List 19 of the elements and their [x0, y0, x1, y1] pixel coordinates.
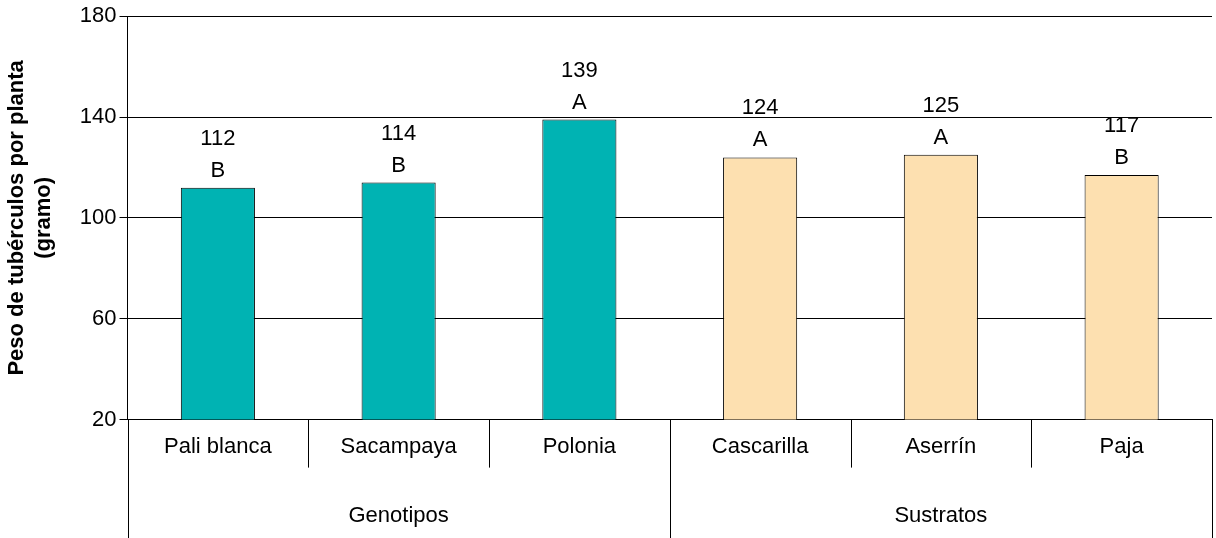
x-tick-label: Sacampaya — [340, 432, 458, 458]
x-tick-label: Pali blanca — [164, 432, 273, 458]
x-tick-label: Polonia — [542, 432, 617, 458]
y-axis-title: Peso de tubérculos por planta (gramo) — [3, 59, 55, 376]
data-label: 114 B — [381, 119, 417, 177]
y-tick-label: 140 — [79, 103, 117, 129]
text: Genotipos — [348, 501, 449, 527]
x-tick-label: Cascarilla — [711, 432, 810, 458]
y-tick-label: 100 — [79, 203, 117, 229]
text: Sustratos — [894, 501, 988, 527]
y-tick-label: 180 — [79, 2, 117, 28]
data-label: 125 A — [922, 91, 960, 149]
data-label: 139 A — [561, 56, 598, 114]
data-label: 112 B — [200, 124, 236, 182]
y-tick-label: 20 — [92, 405, 117, 431]
data-label: 124 A — [741, 94, 779, 152]
x-tick-label: Aserrín — [905, 432, 977, 458]
y-tick-label: 60 — [92, 304, 117, 330]
x-tick-label: Paja — [1099, 432, 1145, 458]
